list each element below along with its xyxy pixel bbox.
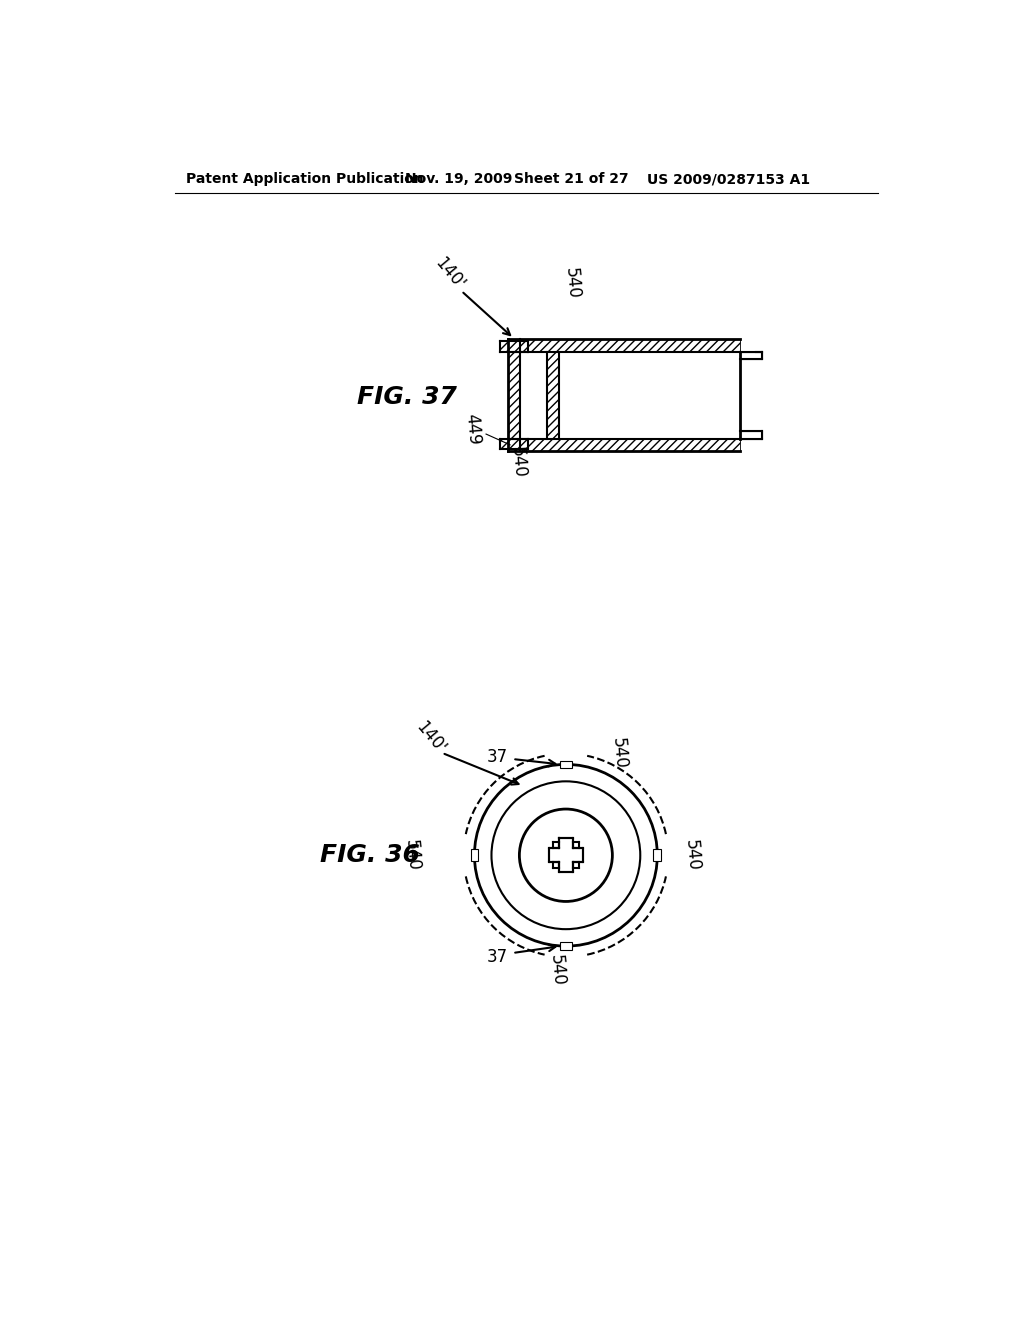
Text: 140': 140'	[412, 718, 449, 758]
Text: FIG. 36: FIG. 36	[321, 843, 420, 867]
Bar	[653, 849, 662, 861]
Bar	[508, 339, 520, 451]
Bar	[560, 942, 572, 950]
Text: Nov. 19, 2009: Nov. 19, 2009	[406, 172, 513, 186]
Text: 449: 449	[462, 413, 483, 446]
Text: 37: 37	[486, 948, 508, 966]
Text: 140': 140'	[431, 255, 468, 293]
Text: Patent Application Publication: Patent Application Publication	[186, 172, 424, 186]
Bar	[740, 351, 762, 359]
Text: 540: 540	[401, 838, 423, 871]
Bar	[740, 430, 762, 438]
Bar	[500, 438, 528, 449]
Bar	[508, 339, 740, 351]
Text: 540: 540	[682, 838, 702, 871]
Text: 540: 540	[547, 954, 567, 987]
Text: US 2009/0287153 A1: US 2009/0287153 A1	[647, 172, 810, 186]
Bar	[547, 351, 559, 438]
Text: Sheet 21 of 27: Sheet 21 of 27	[514, 172, 629, 186]
Text: FIG. 37: FIG. 37	[356, 385, 457, 409]
Bar	[471, 849, 478, 861]
Bar	[500, 341, 528, 351]
Polygon shape	[549, 838, 583, 873]
Text: 540: 540	[562, 267, 583, 300]
Text: 540: 540	[508, 446, 528, 479]
Bar	[508, 438, 740, 451]
Text: 37: 37	[486, 747, 508, 766]
Bar	[560, 760, 572, 768]
Text: 540: 540	[608, 737, 629, 770]
